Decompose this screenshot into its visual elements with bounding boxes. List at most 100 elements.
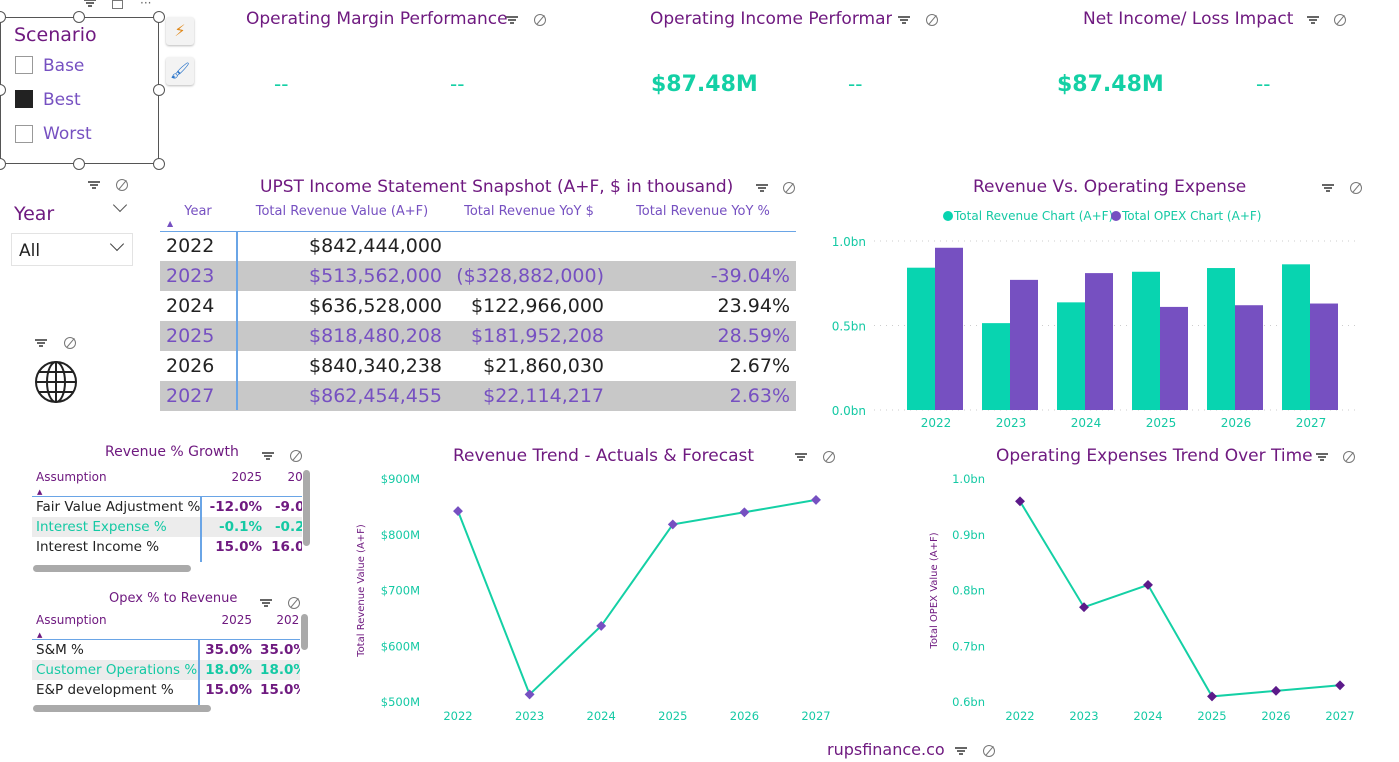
table-row[interactable]: Fair Value Adjustment % -12.0% -9.0% xyxy=(32,496,302,517)
filter-icon[interactable] xyxy=(955,746,967,756)
option-best[interactable]: Best xyxy=(43,90,81,110)
no-filter-icon xyxy=(290,450,302,462)
y-tick-label: 1.0bn xyxy=(832,235,866,249)
table-row[interactable]: Interest Income % 15.0% 16.0% xyxy=(32,537,302,558)
operating-margin-title: Operating Margin Performance xyxy=(246,9,508,29)
table-row[interactable]: 2024 $636,528,000 $122,966,000 23.94% xyxy=(160,291,796,321)
column-header-assumption[interactable]: Assumption ▲ xyxy=(32,470,205,497)
filter-icon[interactable] xyxy=(1316,452,1328,462)
more-options-icon[interactable]: ··· xyxy=(140,0,152,10)
data-point xyxy=(1079,602,1089,613)
y-tick-label: $800M xyxy=(381,528,420,542)
filter-icon[interactable] xyxy=(506,15,518,25)
filter-icon[interactable] xyxy=(35,338,47,348)
format-brush-icon[interactable]: 🖌 xyxy=(166,57,194,85)
year-dropdown[interactable]: All xyxy=(11,233,133,266)
column-header-2025[interactable]: 2025 xyxy=(201,613,257,640)
no-filter-icon xyxy=(64,337,76,349)
table-row[interactable]: Customer Operations %18.0%18.0% xyxy=(32,659,300,680)
column-header-2025[interactable]: 2025 xyxy=(204,470,267,497)
table-row[interactable]: 2022 $842,444,000 xyxy=(160,231,796,261)
income-statement-table: Year ▲ Total Revenue Value (A+F) Total Re… xyxy=(160,193,796,411)
chevron-down-icon[interactable] xyxy=(112,197,128,213)
vertical-scrollbar[interactable] xyxy=(301,614,308,650)
table-cell: 23.94% xyxy=(717,295,790,317)
checkbox-best[interactable] xyxy=(15,90,33,108)
table-cell: 2.67% xyxy=(729,355,790,377)
filter-icon[interactable] xyxy=(1307,15,1319,25)
table-row[interactable]: 2027 $862,454,455 $22,114,217 2.63% xyxy=(160,381,796,411)
column-header-revenue[interactable]: Total Revenue Value (A+F) xyxy=(236,193,448,232)
table-cell: 15.0% xyxy=(215,539,263,556)
vertical-scrollbar[interactable] xyxy=(303,470,310,546)
table-cell: $862,454,455 xyxy=(236,381,448,411)
column-header-yoy-pct[interactable]: Total Revenue YoY % xyxy=(610,193,796,232)
net-income-value: $87.48M xyxy=(1057,72,1164,97)
column-header-2026[interactable]: 2026 xyxy=(256,613,300,640)
operating-income-title: Operating Income Performanc xyxy=(650,9,892,29)
filter-icon[interactable] xyxy=(262,451,274,461)
horizontal-scrollbar[interactable] xyxy=(33,565,191,572)
scenario-title: Scenario xyxy=(14,24,97,46)
column-header-assumption[interactable]: Assumption ▲ xyxy=(32,613,202,640)
table-cell: 2026 xyxy=(166,355,215,377)
checkbox-base[interactable] xyxy=(15,56,33,74)
table-row[interactable]: Interest Expense %-0.1%-0.2% xyxy=(32,516,302,537)
table-cell: 28.59% xyxy=(610,321,796,351)
table-cell: -9.0% xyxy=(274,498,302,515)
table-cell: Interest Income % xyxy=(36,539,160,556)
bar-revenue xyxy=(1282,264,1310,410)
scenario-slicer[interactable]: Scenario Base Best Worst xyxy=(0,17,159,164)
table-cell: $818,480,208 xyxy=(236,321,448,351)
table-cell: Fair Value Adjustment % xyxy=(36,498,201,515)
smart-narrative-icon[interactable]: ⚡ xyxy=(166,17,194,45)
checkbox-worst[interactable] xyxy=(15,125,33,143)
table-row[interactable]: E&P development % 15.0% 15.0% xyxy=(32,680,300,701)
table-cell: 2025 xyxy=(160,321,236,351)
no-filter-icon xyxy=(983,745,995,757)
x-tick-label: 2025 xyxy=(1197,709,1226,723)
data-point xyxy=(1271,685,1281,696)
table-cell: 18.0% xyxy=(201,659,257,680)
table-cell: $842,444,000 xyxy=(309,235,442,258)
filter-icon[interactable] xyxy=(756,183,768,193)
option-worst[interactable]: Worst xyxy=(43,124,92,144)
filter-icon[interactable] xyxy=(88,180,100,190)
horizontal-scrollbar[interactable] xyxy=(33,705,211,712)
filter-icon[interactable] xyxy=(1322,183,1334,193)
x-tick-label: 2023 xyxy=(515,709,544,723)
table-row[interactable]: S&M % 35.0% 35.0% xyxy=(32,639,300,660)
table-cell: Customer Operations % xyxy=(32,659,202,680)
table-row[interactable]: 2026 $840,340,238 $21,860,030 2.67% xyxy=(160,351,796,381)
table-cell: 15.0% xyxy=(205,682,253,699)
bar-revenue xyxy=(907,267,935,410)
filter-icon[interactable] xyxy=(898,15,910,25)
table-row[interactable]: 2025 $818,480,208 $181,952,208 28.59% xyxy=(160,321,796,351)
table-cell: $181,952,208 xyxy=(448,321,610,351)
table-row[interactable]: 2023 $513,562,000 ($328,882,000) -39.04% xyxy=(160,261,796,291)
focus-mode-icon[interactable] xyxy=(112,0,123,9)
filter-icon[interactable] xyxy=(84,0,96,8)
y-tick-label: 0.5bn xyxy=(832,320,866,334)
footer-link[interactable]: rupsfinance.co xyxy=(827,740,945,759)
series-line xyxy=(457,498,817,697)
no-filter-icon xyxy=(1350,182,1362,194)
table-cell: 2.63% xyxy=(610,381,796,411)
column-header-year[interactable]: Year ▲ xyxy=(160,193,236,232)
x-tick-label: 2027 xyxy=(1325,709,1354,723)
table-cell: -12.0% xyxy=(209,498,263,515)
globe-icon[interactable] xyxy=(34,360,78,404)
x-tick-label: 2022 xyxy=(921,416,952,430)
operating-income-value: $87.48M xyxy=(651,72,758,97)
data-point xyxy=(667,519,678,530)
column-header-yoy-dollar[interactable]: Total Revenue YoY $ xyxy=(448,193,610,232)
column-header-2026[interactable]: 2026 xyxy=(266,470,302,497)
y-tick-label: $600M xyxy=(381,639,420,653)
filter-icon[interactable] xyxy=(795,452,807,462)
option-base[interactable]: Base xyxy=(43,56,85,76)
filter-icon[interactable] xyxy=(260,598,272,608)
x-tick-label: 2022 xyxy=(443,709,472,723)
x-tick-label: 2023 xyxy=(996,416,1027,430)
x-tick-label: 2025 xyxy=(658,709,687,723)
